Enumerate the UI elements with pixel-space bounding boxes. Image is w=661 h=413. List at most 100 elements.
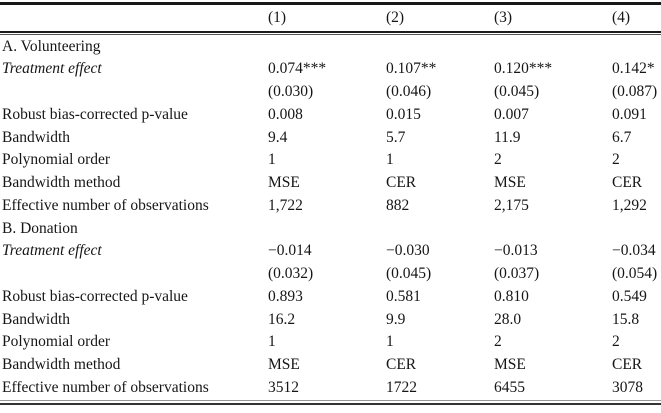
value-cell: 3512 <box>268 378 299 396</box>
value-cell: 6455 <box>494 378 525 396</box>
table-row: Bandwidth method MSE CER MSE CER <box>0 172 661 195</box>
panel-title: B. Donation <box>2 219 78 237</box>
table-row: Bandwidth method MSE CER MSE CER <box>0 354 661 377</box>
value-cell: (0.046) <box>386 83 432 101</box>
value-cell: 0.091 <box>612 105 647 123</box>
value-cell: 0.107** <box>386 60 437 78</box>
table-row: Polynomial order 1 1 2 2 <box>0 331 661 354</box>
column-header-1: (1) <box>268 8 287 26</box>
value-cell: 0.008 <box>268 105 303 123</box>
value-cell: 15.8 <box>612 310 640 328</box>
value-cell: (0.045) <box>494 83 540 101</box>
value-cell: 28.0 <box>494 310 522 328</box>
table-row: Effective number of observations 3512 1722… <box>0 376 661 399</box>
table-row: (0.032) (0.045) (0.037) (0.054) <box>0 263 661 286</box>
value-cell: CER <box>386 356 417 374</box>
value-cell: CER <box>386 174 417 192</box>
value-cell: 2 <box>612 333 620 351</box>
column-header-4: (4) <box>612 8 631 26</box>
table-row: Bandwidth 9.4 5.7 11.9 6.7 <box>0 126 661 149</box>
table-row: Robust bias-corrected p-value 0.008 0.015 0… <box>0 103 661 126</box>
value-cell: 2 <box>612 151 620 169</box>
value-cell: 0.074*** <box>268 60 327 78</box>
value-cell: 0.007 <box>494 105 529 123</box>
row-label: Bandwidth method <box>2 174 121 192</box>
value-cell: 9.9 <box>386 310 406 328</box>
bottom-rule <box>0 400 661 405</box>
value-cell: −0.013 <box>494 242 538 260</box>
value-cell: 0.581 <box>386 287 421 305</box>
row-label: Effective number of observations <box>2 378 209 396</box>
table-row: Treatment effect −0.014 −0.030 −0.013 −0.034 <box>0 240 661 263</box>
value-cell: (0.032) <box>268 265 314 283</box>
column-header-3: (3) <box>494 8 513 26</box>
value-cell: 9.4 <box>268 128 288 146</box>
value-cell: 1 <box>268 151 276 169</box>
header-divider-thick-line <box>0 30 661 33</box>
value-cell: (0.054) <box>612 265 658 283</box>
table-row: Bandwidth 16.2 9.9 28.0 15.8 <box>0 308 661 331</box>
value-cell: 11.9 <box>494 128 521 146</box>
value-cell: 1,722 <box>268 196 303 214</box>
table-row: Effective number of observations 1,722 882… <box>0 194 661 217</box>
value-cell: 0.015 <box>386 105 421 123</box>
row-label: Bandwidth <box>2 128 71 146</box>
value-cell: 0.142* <box>612 60 655 78</box>
value-cell: 16.2 <box>268 310 296 328</box>
value-cell: MSE <box>494 174 526 192</box>
table-row: Treatment effect 0.074*** 0.107** 0.120*** 0… <box>0 58 661 81</box>
header-divider-rule <box>0 30 661 35</box>
value-cell: CER <box>612 356 643 374</box>
value-cell: (0.045) <box>386 265 432 283</box>
value-cell: (0.030) <box>268 83 314 101</box>
value-cell: 1 <box>268 333 276 351</box>
value-cell: MSE <box>268 174 300 192</box>
value-cell: MSE <box>268 356 300 374</box>
table-row: (0.030) (0.046) (0.045) (0.087) <box>0 81 661 104</box>
value-cell: 1,292 <box>612 196 647 214</box>
value-cell: MSE <box>494 356 526 374</box>
bottom-rule-gap <box>0 401 661 403</box>
value-cell: 6.7 <box>612 128 632 146</box>
value-cell: (0.087) <box>612 83 658 101</box>
value-cell: 0.893 <box>268 287 303 305</box>
row-label: Bandwidth method <box>2 356 121 374</box>
row-label: Robust bias-corrected p-value <box>2 287 188 305</box>
column-header-2: (2) <box>386 8 405 26</box>
bottom-rule-thin-line <box>0 400 661 401</box>
header-divider-thin-line <box>0 34 661 35</box>
value-cell: 2 <box>494 151 502 169</box>
column-header-row: (1) (2) (3) (4) <box>0 5 661 31</box>
value-cell: 0.549 <box>612 287 647 305</box>
header-divider-gap <box>0 33 661 34</box>
value-cell: 1722 <box>386 378 417 396</box>
table-row: Polynomial order 1 1 2 2 <box>0 149 661 172</box>
value-cell: 5.7 <box>386 128 406 146</box>
value-cell: 3078 <box>612 378 643 396</box>
row-label: Bandwidth <box>2 310 71 328</box>
value-cell: CER <box>612 174 643 192</box>
row-label: Polynomial order <box>2 151 111 169</box>
value-cell: −0.034 <box>612 242 656 260</box>
value-cell: 0.120*** <box>494 60 553 78</box>
results-table-body: A. Volunteering Treatment effect 0.074*** 0… <box>0 35 661 399</box>
bottom-rule-thick-line <box>0 402 661 405</box>
panel-title-row: B. Donation <box>0 217 661 240</box>
value-cell: 1 <box>386 151 394 169</box>
value-cell: 2,175 <box>494 196 529 214</box>
table-row: Robust bias-corrected p-value 0.893 0.581 0… <box>0 285 661 308</box>
row-label: Treatment effect <box>2 60 102 78</box>
value-cell: −0.030 <box>386 242 430 260</box>
value-cell: 2 <box>494 333 502 351</box>
panel-title: A. Volunteering <box>2 37 101 55</box>
row-label: Treatment effect <box>2 242 102 260</box>
value-cell: 882 <box>386 196 410 214</box>
value-cell: −0.014 <box>268 242 312 260</box>
row-label: Polynomial order <box>2 333 111 351</box>
panel-title-row: A. Volunteering <box>0 35 661 58</box>
row-label: Effective number of observations <box>2 196 209 214</box>
value-cell: 0.810 <box>494 287 529 305</box>
top-rule <box>0 2 661 5</box>
value-cell: 1 <box>386 333 394 351</box>
